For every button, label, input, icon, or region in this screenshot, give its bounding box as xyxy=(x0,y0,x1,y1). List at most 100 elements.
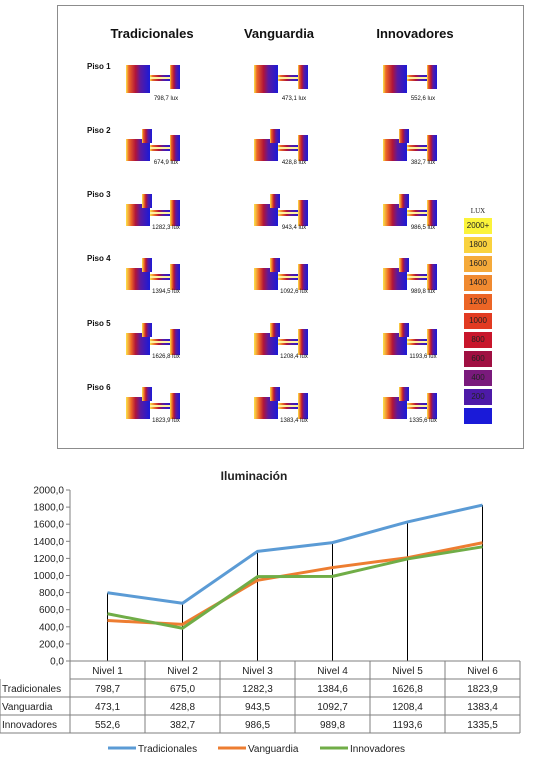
table-value: 798,7 xyxy=(95,684,120,695)
table-value: 1092,7 xyxy=(317,702,348,713)
lux-value: 1823,9 lux xyxy=(152,418,180,424)
table-value: 473,1 xyxy=(95,702,120,713)
series-line xyxy=(107,503,483,605)
lux-scale-level: 800 xyxy=(464,332,492,348)
x-category-label: Nivel 2 xyxy=(167,666,198,677)
illumination-chart: Iluminación 0,0 200,0 400,0 600,0 800,0 1000,0… xyxy=(0,469,521,755)
x-category-label: Nivel 5 xyxy=(392,666,423,677)
y-tick-label: 1600,0 xyxy=(33,520,64,531)
floor-plan xyxy=(381,256,439,297)
floor-plan xyxy=(252,256,310,297)
floor-label: Piso 1 xyxy=(87,62,111,71)
floor-plan xyxy=(124,321,182,362)
floor-plan xyxy=(252,192,310,233)
floor-plan-heatmap xyxy=(254,194,308,226)
floor-plan xyxy=(252,321,310,362)
floor-plan-heatmap xyxy=(383,323,437,355)
table-value: 1626,8 xyxy=(392,684,423,695)
floor-plan-heatmap xyxy=(126,129,180,161)
x-category-label: Nivel 4 xyxy=(317,666,348,677)
floor-plan xyxy=(124,63,182,104)
lux-scale-level: 1400 xyxy=(464,275,492,291)
floor-plan xyxy=(381,127,439,168)
table-value: 989,8 xyxy=(320,720,345,731)
table-series-name: Tradicionales xyxy=(2,684,61,695)
lux-value: 473,1 lux xyxy=(281,96,307,102)
column-header-tradicionales: Tradicionales xyxy=(110,26,194,41)
y-tick-label: 2000,0 xyxy=(33,486,64,497)
floor-plan-heatmap xyxy=(254,129,308,161)
lux-value: 943,4 lux xyxy=(281,225,307,231)
lux-value: 552,6 lux xyxy=(410,96,436,102)
y-tick-label: 800,0 xyxy=(39,588,64,599)
lux-value: 1383,4 lux xyxy=(280,418,308,424)
y-tick-label: 1200,0 xyxy=(33,554,64,565)
lux-scale-level: 200 xyxy=(464,389,492,405)
table-value: 1282,3 xyxy=(242,684,273,695)
floor-label: Piso 3 xyxy=(87,190,111,199)
lux-value: 1335,6 lux xyxy=(409,418,437,424)
floor-label: Piso 2 xyxy=(87,126,111,135)
lux-scale-level: 1800 xyxy=(464,237,492,253)
y-tick-label: 1400,0 xyxy=(33,537,64,548)
lux-value: 674,9 lux xyxy=(153,160,179,166)
legend-label: Tradicionales xyxy=(138,744,197,755)
table-value: 675,0 xyxy=(170,684,195,695)
floor-plan-heatmap xyxy=(126,258,180,290)
series-line xyxy=(107,545,483,630)
floor-plan-heatmap xyxy=(254,258,308,290)
legend-label: Innovadores xyxy=(350,744,405,755)
table-value: 1383,4 xyxy=(467,702,498,713)
floor-plan xyxy=(252,385,310,426)
column-header-vanguardia: Vanguardia xyxy=(243,26,315,41)
lux-value: 1208,4 lux xyxy=(280,354,308,360)
lux-value: 382,7 lux xyxy=(410,160,436,166)
lux-scale-level xyxy=(464,408,492,424)
floor-plan xyxy=(381,321,439,362)
floor-plan-heatmap xyxy=(383,65,437,93)
lux-value: 1282,3 lux xyxy=(152,225,180,231)
lux-scale-level: 600 xyxy=(464,351,492,367)
floor-plan-heatmap xyxy=(383,387,437,419)
table-series-name: Innovadores xyxy=(2,720,57,731)
floor-plan-heatmap xyxy=(254,387,308,419)
lux-value: 1193,6 lux xyxy=(409,354,437,360)
floor-plan-heatmap xyxy=(126,323,180,355)
y-tick-label: 400,0 xyxy=(39,622,64,633)
y-tick-label: 1000,0 xyxy=(33,571,64,582)
floor-plan xyxy=(381,63,439,104)
floor-plan xyxy=(124,256,182,297)
lux-value: 1626,8 lux xyxy=(152,354,180,360)
y-tick-label: 0,0 xyxy=(50,657,64,668)
table-value: 382,7 xyxy=(170,720,195,731)
floor-plan xyxy=(252,127,310,168)
table-value: 1193,6 xyxy=(393,720,423,731)
x-category-label: Nivel 3 xyxy=(242,666,273,677)
lux-legend-title: LUX xyxy=(470,207,486,215)
table-value: 943,5 xyxy=(245,702,270,713)
y-tick-label: 600,0 xyxy=(39,605,64,616)
floor-plan-heatmap xyxy=(254,323,308,355)
lux-scale-level: 1200 xyxy=(464,294,492,310)
floor-plan xyxy=(381,192,439,233)
lux-value: 1092,6 lux xyxy=(280,289,308,295)
floor-plan xyxy=(381,385,439,426)
lux-scale-level: 1600 xyxy=(464,256,492,272)
floor-plan-heatmap xyxy=(126,194,180,226)
floor-label: Piso 6 xyxy=(87,383,111,392)
lux-scale-level: 2000+ xyxy=(464,218,492,234)
chart-title: Iluminación xyxy=(221,469,288,483)
table-value: 428,8 xyxy=(170,702,195,713)
floor-label: Piso 5 xyxy=(87,319,111,328)
lux-value: 1394,5 lux xyxy=(152,289,180,295)
lux-scale-level: 1000 xyxy=(464,313,492,329)
column-header-innovadores: Innovadores xyxy=(376,26,454,41)
floor-plan xyxy=(252,63,310,104)
floor-plan-heatmap xyxy=(126,65,180,93)
y-tick-label: 1800,0 xyxy=(33,503,64,514)
y-tick-label: 200,0 xyxy=(39,639,64,650)
floor-plan xyxy=(124,127,182,168)
lux-value: 989,8 lux xyxy=(410,289,436,295)
legend-label: Vanguardia xyxy=(248,744,299,755)
table-value: 1335,5 xyxy=(467,720,498,731)
